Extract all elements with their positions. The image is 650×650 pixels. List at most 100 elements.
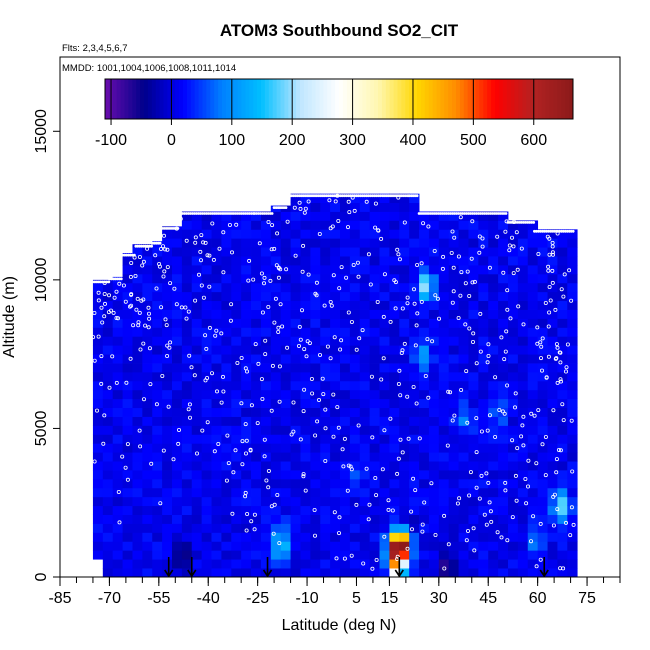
sample-point: [413, 488, 418, 493]
heatmap-cell: [557, 559, 568, 569]
sample-point: [382, 534, 387, 539]
track-point: [392, 194, 396, 198]
heatmap-cell: [191, 300, 203, 310]
heatmap-cell: [162, 229, 173, 239]
heatmap-cell: [112, 380, 123, 391]
heatmap-cell: [112, 425, 123, 435]
heatmap-cell: [340, 389, 351, 400]
heatmap-cell: [320, 238, 331, 248]
sample-point: [328, 356, 333, 361]
heatmap-cell: [468, 568, 479, 577]
heatmap-cell: [330, 416, 341, 426]
heatmap-cell: [221, 407, 232, 417]
colorbar-segment: [194, 79, 200, 119]
heatmap-cell: [270, 273, 282, 284]
heatmap-cell: [537, 282, 548, 293]
heatmap-cell: [478, 291, 489, 302]
colorbar-segment: [190, 79, 196, 119]
heatmap-cell: [270, 247, 282, 257]
heatmap-cell: [260, 496, 272, 507]
heatmap-cell: [379, 229, 390, 239]
heatmap-cell: [369, 336, 380, 346]
heatmap-cell: [508, 550, 519, 560]
sample-point: [186, 309, 191, 314]
sample-point: [221, 230, 226, 235]
sample-point: [303, 488, 308, 493]
heatmap-cell: [419, 514, 430, 524]
heatmap-cell: [280, 354, 291, 364]
heatmap-cell: [181, 211, 193, 221]
flights-subtitle: Flts: 2,3,4,5,6,7: [62, 43, 127, 54]
heatmap-cell: [241, 336, 252, 346]
heatmap-cell: [181, 470, 193, 480]
heatmap-cell: [211, 345, 222, 355]
x-tick-label: 45: [479, 590, 497, 607]
sample-point: [323, 458, 328, 463]
sample-point: [297, 324, 302, 329]
heatmap-cell: [231, 389, 242, 400]
colorbar-segment: [253, 79, 258, 119]
heatmap-cell: [478, 470, 489, 480]
heatmap-cell: [498, 434, 509, 444]
heatmap-cell: [557, 541, 568, 551]
heatmap-cell: [458, 514, 469, 524]
heatmap-cell: [369, 327, 380, 337]
sample-point: [550, 250, 555, 255]
heatmap-cell: [478, 282, 489, 293]
heatmap-cell: [221, 291, 232, 302]
heatmap-cell: [181, 336, 193, 346]
track-point: [496, 212, 500, 215]
heatmap-cell: [448, 461, 459, 471]
heatmap-cell: [389, 478, 400, 489]
heatmap-cell: [280, 318, 291, 328]
heatmap-cell: [478, 407, 489, 417]
heatmap-cell: [142, 354, 153, 364]
heatmap-cell: [270, 532, 282, 542]
track-point: [329, 194, 333, 198]
heatmap-cell: [152, 461, 163, 471]
sample-point: [538, 557, 543, 562]
sample-point: [161, 448, 166, 453]
heatmap-cell: [152, 487, 163, 498]
heatmap-cell: [241, 559, 252, 569]
heatmap-cell: [478, 514, 489, 524]
heatmap-cell: [330, 327, 341, 337]
heatmap-cell: [468, 309, 479, 319]
sample-point: [554, 457, 559, 462]
heatmap-cell: [221, 256, 232, 266]
sample-point: [543, 473, 548, 478]
heatmap-cell: [142, 407, 153, 417]
heatmap-cell: [379, 523, 390, 533]
heatmap-cell: [438, 496, 450, 507]
track-point: [449, 212, 453, 215]
sample-point: [125, 477, 130, 482]
heatmap-cell: [280, 541, 291, 551]
track-point: [431, 212, 435, 215]
sample-point: [159, 305, 164, 310]
heatmap-cell: [330, 496, 341, 507]
heatmap-cell: [330, 202, 341, 212]
track-point: [353, 194, 356, 198]
heatmap-cell: [122, 407, 133, 417]
heatmap-cell: [92, 505, 104, 515]
sample-point: [486, 342, 491, 347]
heatmap-cell: [201, 407, 212, 417]
heatmap-cell: [260, 300, 272, 310]
heatmap-cell: [172, 389, 183, 400]
heatmap-cell: [241, 238, 252, 248]
heatmap-cell: [458, 425, 469, 435]
sample-point: [244, 369, 249, 374]
colorbar-segment: [186, 79, 192, 119]
sample-point: [243, 366, 248, 371]
heatmap-cell: [527, 487, 539, 498]
heatmap-cell: [517, 541, 529, 551]
sample-point: [555, 345, 560, 350]
colorbar-segment: [526, 79, 531, 119]
sample-point: [205, 375, 210, 380]
heatmap-cell: [241, 273, 252, 284]
heatmap-cell: [251, 470, 262, 480]
heatmap-cell: [251, 345, 262, 355]
heatmap-cell: [290, 193, 301, 203]
heatmap-cell: [320, 363, 331, 373]
x-tick-label: -85: [48, 590, 71, 607]
